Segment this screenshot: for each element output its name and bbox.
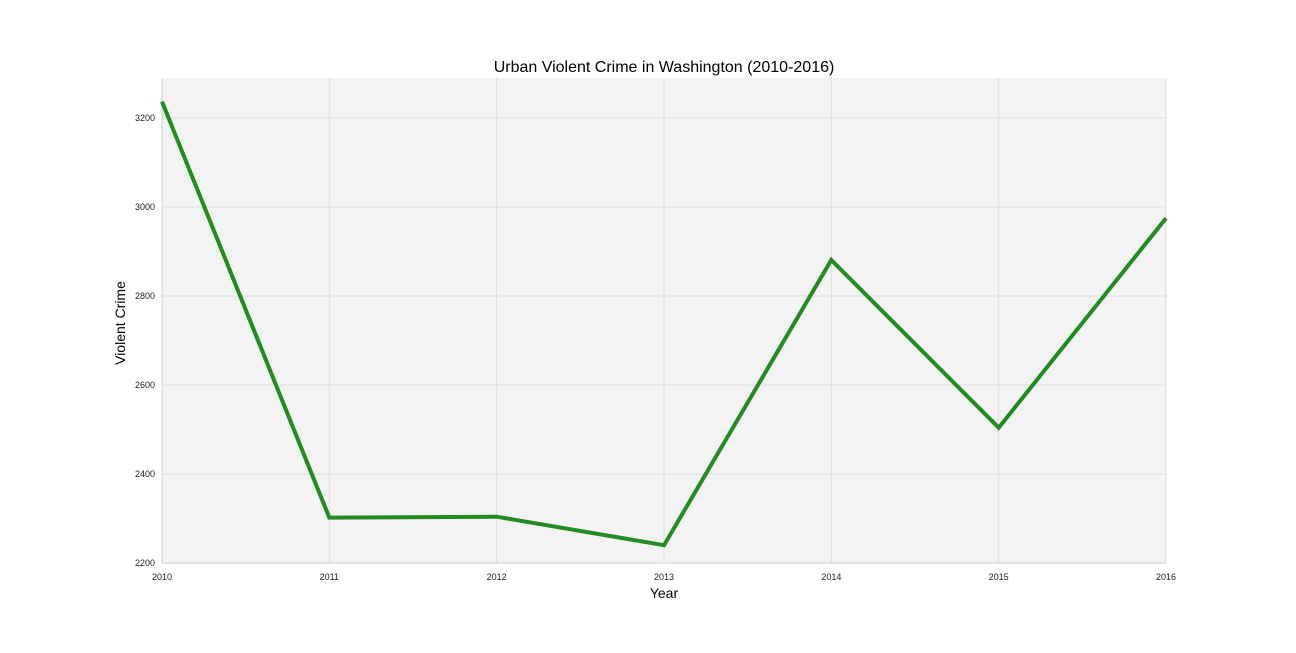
x-tick-label: 2015 bbox=[989, 572, 1009, 582]
x-tick-label: 2011 bbox=[320, 572, 339, 582]
x-tick-label: 2012 bbox=[487, 572, 507, 582]
y-axis-title: Violent Crime bbox=[112, 281, 128, 365]
y-tick-label: 2800 bbox=[135, 291, 155, 301]
x-tick-label: 2016 bbox=[1156, 572, 1176, 582]
y-tick-label: 2200 bbox=[135, 558, 155, 568]
y-tick-label: 2600 bbox=[135, 380, 155, 390]
x-axis-title: Year bbox=[650, 585, 679, 601]
x-tick-label: 2013 bbox=[654, 572, 674, 582]
chart-title: Urban Violent Crime in Washington (2010-… bbox=[494, 59, 835, 76]
y-tick-label: 3000 bbox=[135, 202, 155, 212]
x-tick-label: 2014 bbox=[821, 572, 841, 582]
y-tick-label: 3200 bbox=[135, 113, 155, 123]
x-tick-label: 2010 bbox=[152, 572, 172, 582]
y-tick-label: 2400 bbox=[135, 469, 155, 479]
